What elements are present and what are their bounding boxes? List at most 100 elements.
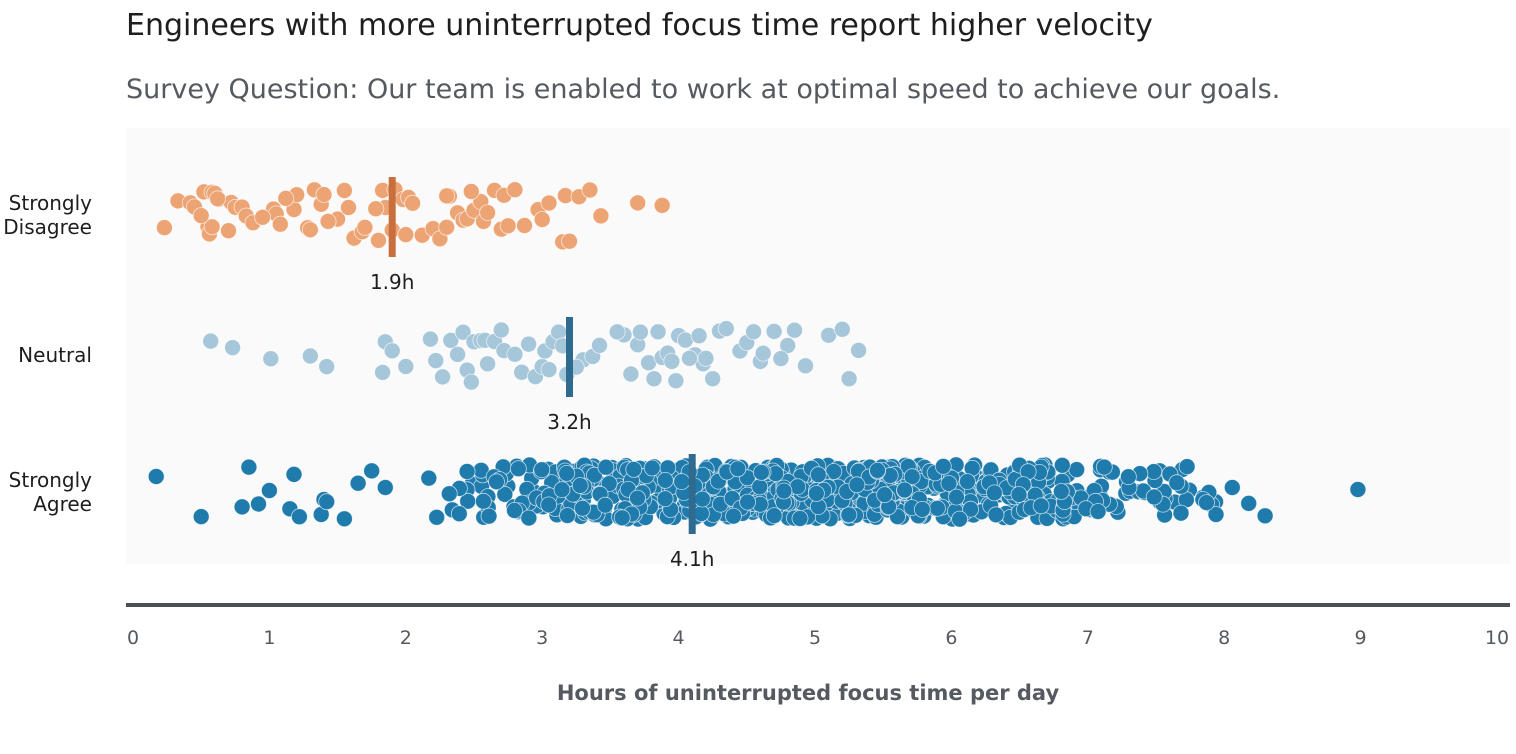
- data-point: [613, 509, 631, 527]
- data-point: [462, 183, 480, 200]
- data-point: [663, 352, 681, 370]
- data-point: [1349, 481, 1367, 498]
- data-point: [290, 508, 308, 526]
- data-point: [220, 222, 237, 240]
- data-point: [656, 490, 674, 508]
- data-point: [520, 335, 537, 353]
- data-point: [833, 320, 851, 338]
- points-layer: [147, 181, 1367, 528]
- data-point: [850, 341, 867, 359]
- data-point: [745, 323, 762, 341]
- data-point: [574, 499, 591, 517]
- data-point: [667, 372, 685, 390]
- data-point: [262, 350, 280, 368]
- data-point: [192, 508, 210, 525]
- data-point: [1032, 497, 1050, 515]
- data-point: [1089, 503, 1107, 520]
- data-point: [202, 332, 220, 350]
- data-point: [250, 495, 267, 513]
- data-point: [192, 207, 210, 225]
- data-point: [1207, 506, 1225, 523]
- data-point: [499, 217, 517, 235]
- data-point: [1010, 486, 1028, 503]
- data-point: [285, 465, 303, 483]
- data-point: [571, 477, 589, 494]
- data-point: [1178, 458, 1196, 476]
- data-point: [479, 355, 497, 373]
- data-point: [753, 463, 770, 481]
- data-point: [597, 458, 615, 476]
- data-point: [301, 347, 319, 365]
- data-point: [356, 218, 374, 236]
- x-tick-label: 2: [400, 627, 412, 649]
- median-label: 4.1h: [670, 547, 714, 571]
- data-point: [428, 508, 446, 526]
- data-point: [224, 339, 242, 357]
- data-point: [147, 468, 165, 485]
- data-point: [608, 323, 626, 341]
- data-point: [558, 464, 576, 482]
- data-point: [335, 510, 353, 528]
- data-point: [959, 473, 976, 491]
- x-tick-labels: 0 1 2 3 4 5 6 7 8 9 10: [127, 627, 1509, 649]
- data-point: [367, 200, 385, 218]
- data-point: [1068, 461, 1086, 479]
- data-point: [1120, 468, 1137, 486]
- data-point: [645, 370, 663, 388]
- x-tick-label: 9: [1355, 627, 1367, 649]
- data-point: [779, 337, 797, 354]
- data-point: [506, 181, 524, 199]
- data-point: [765, 322, 783, 340]
- data-point: [643, 459, 661, 477]
- data-point: [1198, 494, 1215, 512]
- data-point: [951, 510, 968, 528]
- category-label: Neutral: [18, 343, 92, 367]
- data-point: [581, 181, 599, 199]
- data-point: [940, 475, 958, 492]
- data-point: [704, 370, 722, 388]
- data-point: [913, 500, 931, 518]
- data-point: [349, 474, 367, 492]
- data-point: [765, 507, 783, 524]
- data-point: [454, 323, 472, 341]
- data-point: [586, 466, 603, 484]
- category-label: Disagree: [3, 215, 92, 239]
- data-point: [318, 493, 336, 511]
- median-line: [688, 454, 696, 534]
- series-points-0: [155, 181, 671, 251]
- data-point: [948, 488, 965, 506]
- data-point: [540, 361, 558, 379]
- data-point: [1145, 488, 1163, 506]
- data-point: [653, 196, 671, 214]
- data-point: [516, 217, 533, 234]
- data-point: [1256, 507, 1274, 525]
- data-point: [987, 506, 1005, 524]
- data-point: [510, 460, 527, 478]
- data-point: [797, 357, 814, 375]
- data-point: [438, 187, 456, 205]
- data-point: [434, 368, 452, 386]
- data-point: [449, 345, 467, 363]
- data-point: [649, 323, 667, 341]
- data-point: [739, 493, 756, 511]
- data-point: [775, 482, 793, 500]
- x-tick-label: 8: [1218, 627, 1230, 649]
- data-point: [209, 190, 227, 208]
- data-point: [203, 218, 221, 236]
- data-point: [421, 330, 439, 348]
- data-point: [559, 507, 576, 524]
- data-point: [809, 466, 827, 484]
- data-point: [506, 345, 524, 363]
- data-point: [1052, 483, 1070, 500]
- data-point: [903, 468, 921, 486]
- data-point: [370, 231, 387, 249]
- data-point: [632, 323, 649, 341]
- data-point: [697, 349, 715, 367]
- data-point: [729, 460, 747, 478]
- data-point: [506, 502, 523, 519]
- data-point: [791, 510, 809, 527]
- medians-layer: 1.9h 3.2h 4.1h: [370, 177, 714, 571]
- data-point: [986, 484, 1003, 502]
